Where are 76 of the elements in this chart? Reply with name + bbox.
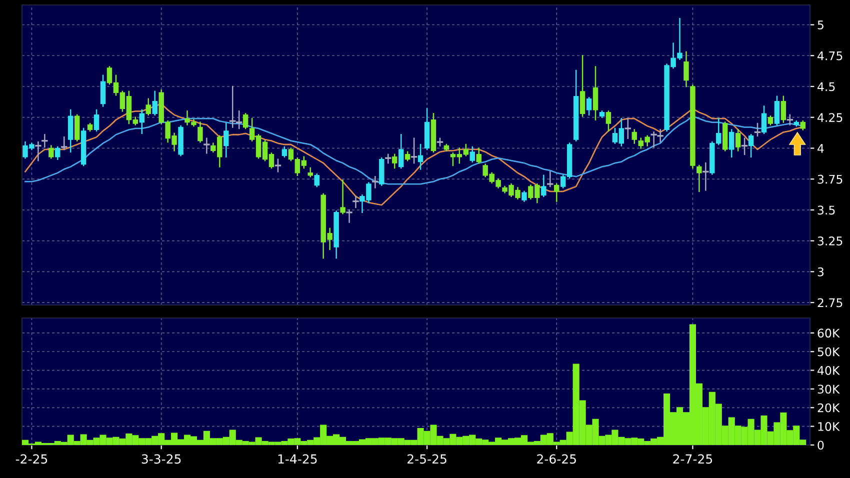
- y-tick-label: 40K: [818, 366, 840, 375]
- candlestick: [308, 167, 313, 178]
- candlestick: [728, 129, 734, 158]
- y-tick-label: 2.75: [818, 298, 842, 308]
- y-tick-label: 60K: [818, 328, 840, 338]
- candlestick: [580, 54, 586, 117]
- candlestick: [74, 114, 80, 142]
- x-tick-label: 2-5-25: [408, 454, 446, 464]
- candlestick: [754, 122, 761, 136]
- candlestick: [346, 209, 352, 223]
- candlestick: [606, 110, 612, 132]
- candlestick: [55, 146, 60, 160]
- y-tick-label: 4.5: [818, 82, 835, 92]
- x-tick-label: 2-7-25: [673, 454, 712, 464]
- y-tick-label: 5: [818, 20, 824, 30]
- y-tick-label: 4.75: [818, 51, 842, 60]
- candlestick: [48, 145, 54, 159]
- candlestick: [786, 114, 794, 126]
- y-tick-label: 0: [818, 440, 824, 450]
- candlestick: [146, 98, 151, 116]
- candlestick: [204, 138, 210, 154]
- y-tick-label: 3: [818, 267, 824, 276]
- candlestick: [42, 134, 48, 148]
- candlestick: [684, 51, 689, 88]
- y-tick-label: 50K: [818, 347, 840, 356]
- y-tick-label: 3.25: [818, 236, 842, 246]
- y-tick-label: 4: [818, 144, 824, 153]
- y-tick-label: 30K: [818, 384, 840, 394]
- candlestick: [554, 183, 560, 202]
- candlestick: [774, 96, 780, 126]
- candlestick: [152, 90, 158, 116]
- x-tick-label: 3-3-25: [142, 454, 181, 464]
- candlestick: [592, 66, 598, 120]
- candlestick: [410, 138, 418, 164]
- candlestick: [282, 146, 288, 158]
- candlestick: [741, 138, 748, 156]
- y-tick-label: 3.75: [818, 174, 842, 184]
- y-tick-label: 10K: [818, 422, 840, 431]
- candlestick: [274, 158, 282, 172]
- candlestick: [68, 109, 74, 153]
- candlestick: [761, 106, 767, 134]
- candlestick: [35, 141, 42, 162]
- y-tick-label: 20K: [818, 403, 840, 412]
- candlestick: [392, 154, 398, 169]
- y-tick-label: 3.5: [818, 206, 835, 215]
- x-tick-label: 2-6-25: [537, 454, 576, 464]
- candlestick: [586, 96, 592, 116]
- x-tick-label: 1-4-25: [278, 454, 317, 464]
- candlestick: [624, 118, 632, 139]
- candlestick: [224, 122, 229, 158]
- y-tick-label: 4.25: [818, 113, 842, 122]
- candlestick: [314, 174, 320, 188]
- candlestick: [139, 109, 145, 134]
- candlestick: [476, 148, 482, 164]
- candlestick: [780, 96, 786, 123]
- candlestick: [541, 174, 546, 197]
- candlestick: [522, 190, 527, 202]
- candlestick: [242, 113, 248, 130]
- candlestick: [418, 144, 424, 170]
- candlestick: [340, 180, 346, 214]
- candlestick: [100, 74, 106, 107]
- candlestick: [702, 162, 709, 191]
- candlestick: [547, 171, 554, 188]
- candlestick: [94, 109, 100, 132]
- candlestick: [696, 164, 702, 192]
- candlestick: [470, 146, 475, 162]
- candlestick: [352, 196, 359, 208]
- candlestick: [372, 176, 378, 188]
- candlestick: [398, 134, 404, 169]
- x-tick-label: -2-25: [16, 454, 48, 464]
- candlestick: [198, 122, 203, 143]
- candlestick: [735, 129, 741, 152]
- candlestick: [385, 154, 392, 164]
- candlestick: [632, 129, 638, 144]
- candlestick: [748, 134, 754, 158]
- candlestick: [61, 136, 68, 150]
